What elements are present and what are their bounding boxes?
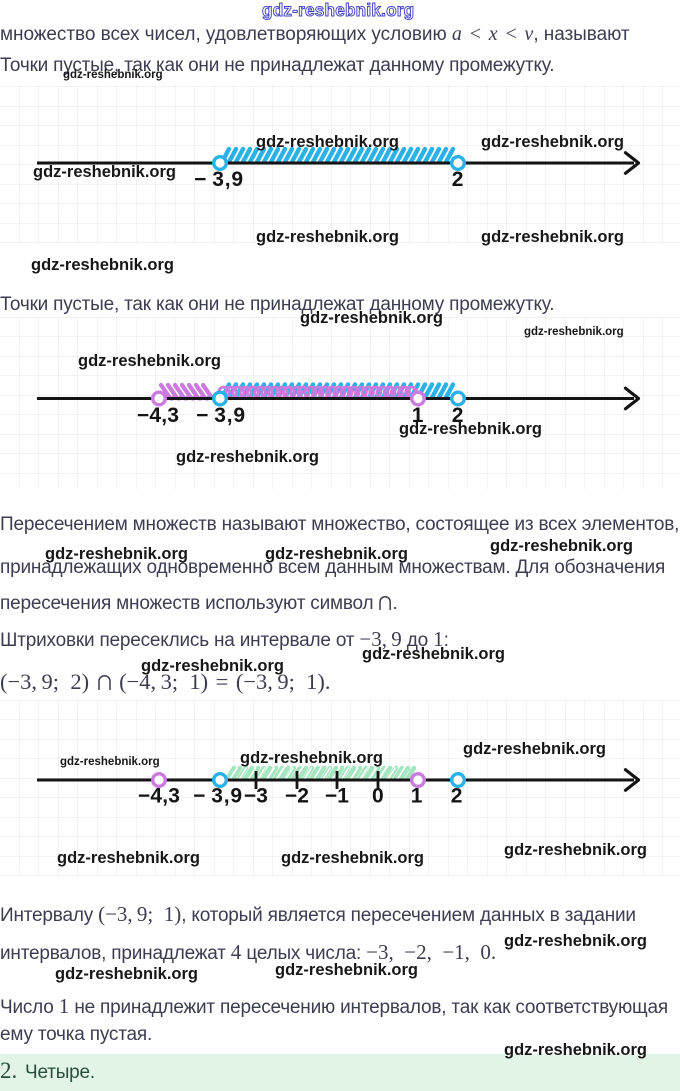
- svg-text:1: 1: [411, 785, 423, 808]
- svg-text:−4,3: −4,3: [137, 404, 179, 427]
- svg-text:− 3,9: − 3,9: [193, 785, 243, 808]
- svg-text:− 3,9: − 3,9: [196, 404, 246, 427]
- svg-text:0: 0: [372, 785, 384, 808]
- svg-text:−2: −2: [285, 785, 309, 808]
- svg-text:1: 1: [412, 404, 424, 427]
- svg-text:−4,3: −4,3: [138, 785, 180, 808]
- svg-text:− 3,9: − 3,9: [194, 168, 244, 191]
- svg-text:2: 2: [452, 404, 464, 427]
- svg-text:−3: −3: [244, 785, 268, 808]
- svg-text:2: 2: [452, 168, 464, 191]
- svg-text:2: 2: [451, 785, 463, 808]
- svg-text:−1: −1: [325, 785, 349, 808]
